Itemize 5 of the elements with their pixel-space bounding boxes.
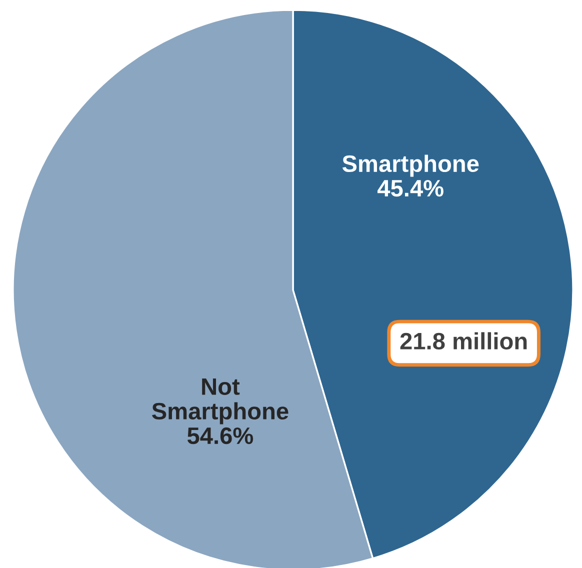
- data-label: 54.6%: [187, 427, 254, 444]
- data-label: 45.4%: [377, 180, 444, 197]
- slice-label: Smartphone: [342, 154, 479, 177]
- slice-label: Not Smartphone: [152, 378, 288, 424]
- text: 21.8 million: [400, 332, 527, 350]
